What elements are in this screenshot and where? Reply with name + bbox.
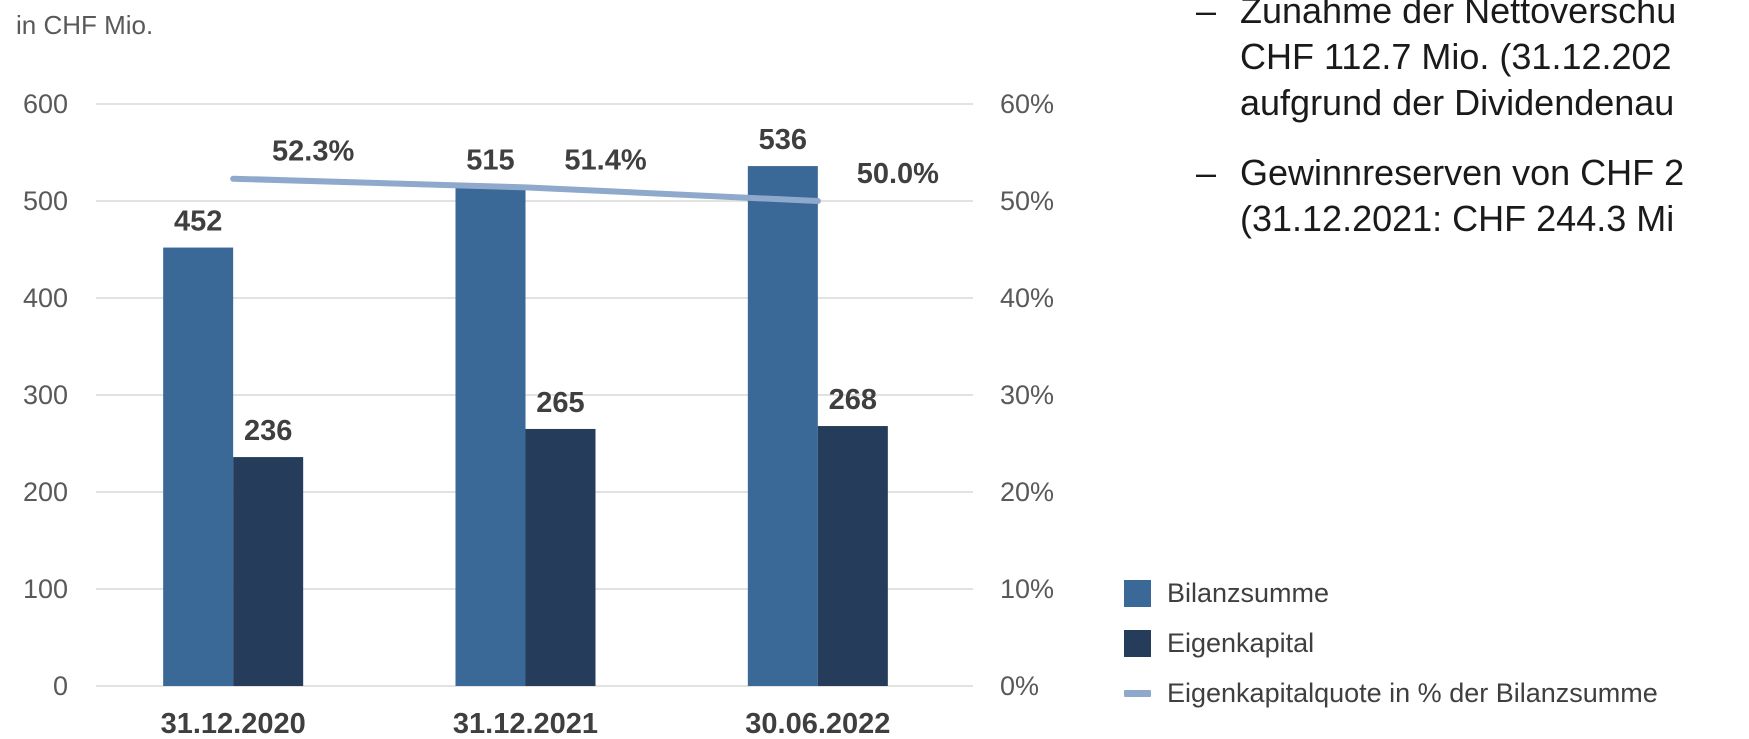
bullet-line: aufgrund der Dividendenau (1240, 82, 1675, 123)
y-tick-label: 0 (53, 671, 68, 701)
data-label-bilanzsumme: 452 (174, 206, 222, 238)
legend-label-eigenkapital: Eigenkapital (1167, 627, 1315, 658)
y-tick-label: 600 (23, 89, 68, 119)
legend-item-bilanzsumme: Bilanzsumme (1124, 568, 1658, 618)
legend-swatch-eigenkapitalquote (1124, 689, 1151, 697)
category-label: 31.12.2021 (453, 708, 598, 739)
legend-item-eigenkapital: Eigenkapital (1124, 618, 1658, 668)
data-label-ratio: 51.4% (564, 144, 646, 176)
bar-eigenkapital-0 (233, 457, 304, 686)
data-label-eigenkapital: 236 (244, 415, 292, 447)
bullet-dash: – (1196, 152, 1217, 193)
data-label-ratio: 50.0% (857, 158, 939, 190)
bullet-line: CHF 112.7 Mio. (31.12.202 (1240, 36, 1672, 77)
y-tick-label: 400 (23, 283, 68, 313)
y2-tick-label: 60% (1000, 89, 1054, 119)
legend-label-bilanzsumme: Bilanzsumme (1167, 577, 1330, 608)
bar-bilanzsumme-2 (747, 166, 818, 686)
bars (163, 166, 888, 686)
legend: Bilanzsumme Eigenkapital Eigenkapitalquo… (1124, 568, 1658, 718)
y2-tick-label: 0% (1000, 671, 1039, 701)
y-tick-label: 100 (23, 574, 68, 604)
data-label-eigenkapital: 265 (536, 387, 584, 419)
bullet-dash: – (1196, 0, 1217, 31)
y-axis-left: 0 100 200 300 400 500 600 (23, 89, 68, 701)
category-label: 31.12.2020 (161, 708, 306, 739)
y2-tick-label: 40% (1000, 283, 1054, 313)
legend-swatch-bilanzsumme (1124, 579, 1151, 607)
bullet-retained-earnings: – Gewinnreserven von CHF 2 (31.12.2021: … (1196, 150, 1749, 242)
y-tick-label: 500 (23, 186, 68, 216)
bullet-line: Gewinnreserven von CHF 2 (1240, 152, 1685, 193)
bullet-net-debt: – Zunahme der Nettoverschu CHF 112.7 Mio… (1196, 0, 1749, 126)
bullet-line: (31.12.2021: CHF 244.3 Mi (1240, 198, 1675, 239)
category-label: 30.06.2022 (745, 708, 890, 739)
legend-swatch-eigenkapital (1124, 629, 1151, 657)
bar-eigenkapital-1 (525, 428, 596, 686)
data-labels: 452 236 515 265 536 268 52.3% 51.4% 50.0% (174, 124, 939, 447)
data-label-eigenkapital: 268 (829, 384, 877, 416)
data-label-bilanzsumme: 515 (466, 144, 514, 176)
commentary-bullets: – Zunahme der Nettoverschu CHF 112.7 Mio… (1196, 0, 1749, 266)
y-tick-label: 300 (23, 380, 68, 410)
data-label-bilanzsumme: 536 (759, 124, 807, 156)
y2-tick-label: 30% (1000, 380, 1054, 410)
ratio-line (230, 175, 821, 204)
x-axis-categories: 31.12.2020 31.12.2021 30.06.2022 (161, 708, 891, 739)
legend-item-eigenkapitalquote: Eigenkapitalquote in % der Bilanzsumme (1124, 668, 1658, 718)
y-axis-right: 0% 10% 20% 30% 40% 50% 60% (1000, 89, 1054, 701)
bar-eigenkapital-2 (817, 426, 888, 686)
bar-bilanzsumme-1 (455, 186, 526, 686)
legend-label-eigenkapitalquote: Eigenkapitalquote in % der Bilanzsumme (1167, 677, 1658, 708)
bar-bilanzsumme-0 (163, 247, 234, 686)
bullet-line: Zunahme der Nettoverschu (1240, 0, 1677, 31)
y2-tick-label: 10% (1000, 574, 1054, 604)
unit-label: in CHF Mio. (16, 10, 154, 40)
y2-tick-label: 20% (1000, 477, 1054, 507)
y-tick-label: 200 (23, 477, 68, 507)
y2-tick-label: 50% (1000, 186, 1054, 216)
data-label-ratio: 52.3% (272, 136, 354, 168)
